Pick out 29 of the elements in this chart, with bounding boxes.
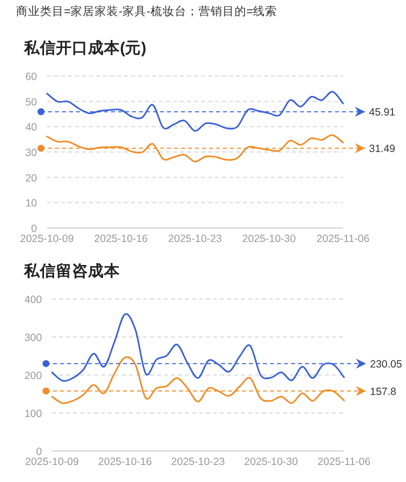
x-tick-label: 2025-10-16	[94, 233, 148, 245]
y-tick-label: 0	[36, 446, 42, 458]
y-tick-label: 300	[24, 332, 42, 344]
x-tick-label: 2025-10-23	[171, 456, 226, 468]
x-tick-label: 2025-10-30	[242, 233, 296, 245]
y-tick-label: 0	[31, 223, 38, 235]
y-tick-label: 10	[25, 198, 38, 210]
x-tick-label: 2025-11-06	[318, 456, 371, 468]
y-tick-label: 200	[24, 370, 42, 382]
x-tick-label: 2025-10-16	[98, 456, 152, 468]
ref-line-label: 31.49	[369, 143, 396, 156]
chart-title: 私信留咨成本	[23, 262, 121, 280]
x-tick-label: 2025-10-09	[25, 456, 80, 468]
text: 商业类目=家居家装-家具-梳妆台；营销目的=线索	[16, 4, 278, 18]
ref-line-label: 230.05	[370, 358, 402, 371]
chart-title: 私信开口成本(元)	[23, 39, 146, 57]
x-tick-label: 2025-10-30	[244, 456, 298, 468]
ref-line-label: 157.8	[370, 386, 396, 398]
y-tick-label: 40	[25, 122, 38, 134]
y-tick-label: 60	[25, 71, 38, 83]
y-tick-label: 50	[25, 96, 38, 108]
y-tick-label: 100	[24, 408, 42, 420]
y-tick-label: 20	[25, 172, 38, 184]
y-tick-label: 400	[24, 294, 42, 306]
x-tick-label: 2025-10-09	[20, 233, 74, 245]
ref-line-label: 45.91	[369, 106, 396, 119]
x-tick-label: 2025-11-06	[316, 233, 370, 245]
y-tick-label: 30	[25, 147, 38, 159]
x-tick-label: 2025-10-23	[168, 233, 222, 245]
